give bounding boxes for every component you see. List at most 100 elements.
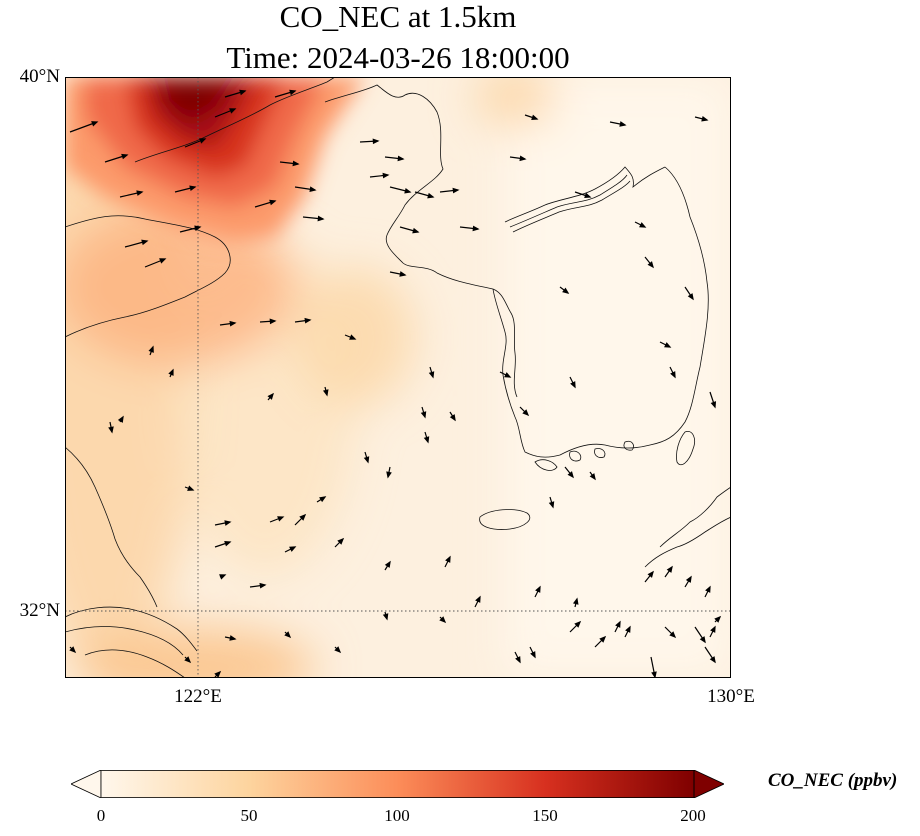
wind-arrow-head [404,187,412,194]
wind-arrow-head [522,409,530,417]
wind-arrow-head [224,520,232,526]
wind-arrow-head [199,138,207,144]
wind-arrow-head [535,585,541,593]
wind-arrow-head [148,345,154,353]
wind-arrow-head [189,185,197,192]
wind-arrow-head [299,513,307,521]
wind-arrow-head [714,615,722,623]
wind-arrow-head [651,671,657,678]
wind-arrow-head [317,215,325,222]
wind-arrow-head [639,222,647,228]
wind-arrow-head [530,651,536,659]
wind-arrow-head [269,318,277,325]
wind-arrow-head [289,89,297,96]
wind-arrow-head [562,287,570,294]
colorbar-extend-min [71,770,102,798]
colorbar-tick-50: 50 [240,806,258,825]
wind-arrow-head [504,372,512,378]
wind-arrow-head [382,613,389,621]
wind-arrow-head [647,261,654,269]
wind-arrow-head [219,574,227,580]
wind-arrow-head [239,89,247,96]
wind-arrow-head [397,155,405,162]
wind-arrow-head [284,631,292,639]
wind-arrow-head [445,555,451,563]
coastlines [65,77,731,678]
wind-arrow-head [666,565,673,573]
map-title-line-2: Time: 2024-03-26 18:00:00 [226,40,570,75]
wind-arrow-head [452,187,460,194]
colorbar-tick-100: 100 [384,806,410,825]
wind-arrow-head [472,225,480,232]
wind-arrow-head [428,371,435,379]
wind-arrow-head [214,670,222,678]
wind-arrow-head [349,334,357,340]
wind-arrow-head [599,635,607,643]
wind-arrow-head [229,108,237,114]
wind-arrow-head [423,436,430,444]
wind-arrow-head [439,616,447,624]
co-field [65,77,731,678]
wind-arrow-head [710,625,716,633]
colorbar-tick-200: 200 [680,806,706,825]
wind-arrow-head [625,625,631,633]
wind-arrow-head [475,595,481,603]
colorbar-extend-max [693,770,724,798]
gridlines [65,77,731,678]
wind-arrow-head [363,456,370,464]
wind-arrow-head [685,575,692,583]
wind-arrow-head [589,473,596,481]
wind-arrow-head [449,414,456,422]
map-title-line-1: CO_NEC at 1.5km [279,0,517,34]
wind-arrow-head [531,114,539,121]
wind-arrow-head [69,646,77,654]
wind-arrow-head [705,585,711,593]
lon-label-122e: 122°E [174,686,222,707]
wind-arrow-head [574,620,582,628]
colorbar [71,770,724,798]
wind-arrow-head [322,389,329,397]
wind-arrow-head [121,153,129,160]
wind-arrow-head [619,121,627,127]
wind-arrow-head [224,540,232,547]
wind-arrow-head [267,392,274,400]
wind-arrow-head [108,426,114,434]
wind-arrow-head [701,115,709,122]
wind-arrow-head [699,636,706,644]
wind-arrow-head [687,293,694,301]
wind-arrow-head [670,371,676,379]
wind-arrow-head [584,192,592,199]
map-frame [65,77,731,678]
wind-arrow-head [710,401,717,409]
wind-arrow-head [384,560,391,568]
wind-arrow-head [709,656,716,664]
colorbar-tick-0: 0 [96,806,106,825]
wind-arrow-head [647,570,654,578]
wind-arrow-head [570,381,576,389]
wind-arrow-head [567,471,574,479]
wind-arrow-head [91,121,99,127]
wind-arrow-head [269,199,277,206]
wind-arrow-head [337,537,345,545]
wind-arrow-head [372,138,380,145]
wind-arrow-head [259,582,267,589]
wind-arrow-head [386,471,392,479]
wind-arrow-head [289,546,297,552]
wind-arrow-head [382,172,390,179]
wind-arrow-head [548,501,555,509]
co-hotspot [65,77,365,242]
lat-label-32n: 32°N [19,600,60,621]
wind-arrow-head [309,186,317,193]
wind-arrow-head [187,485,195,491]
wind-arrow-head [117,415,124,423]
wind-arrow-head [292,160,300,167]
wind-arrow-head [615,620,621,628]
colorbar-label: CO_NEC (ppbv) [768,770,898,791]
jeju-island [479,509,531,530]
wind-arrow-head [168,368,174,376]
wind-arrow-head [319,496,327,503]
wind-arrow-head [399,271,407,277]
wind-arrow-head [159,258,167,264]
wind-arrow-head [664,342,672,348]
colorbar-tick-150: 150 [532,806,558,825]
